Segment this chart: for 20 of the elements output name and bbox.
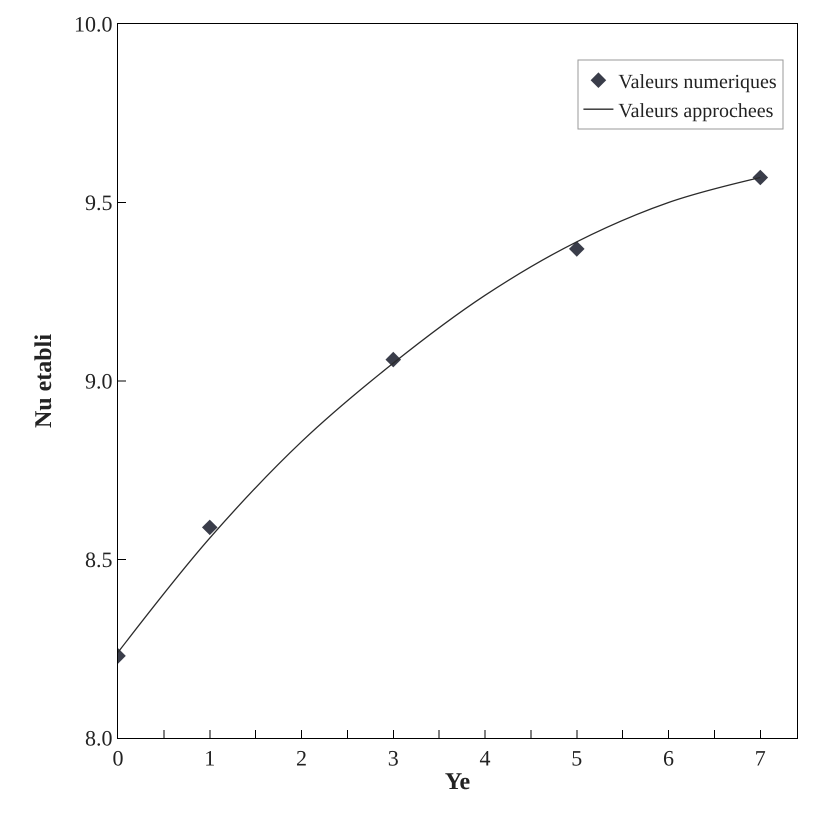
x-tick-label: 1: [204, 746, 216, 770]
y-tick-label: 8.0: [85, 726, 112, 751]
x-axis-title: Ye: [444, 768, 471, 795]
legend-label: Valeurs approchees: [618, 100, 774, 122]
y-tick-label: 10.0: [74, 12, 112, 37]
y-tick-label: 9.0: [85, 368, 112, 394]
x-tick-label: 4: [480, 746, 491, 770]
x-tick-label: 6: [663, 746, 674, 770]
y-tick-label: 9.5: [85, 190, 112, 216]
legend-label: Valeurs numeriques: [618, 71, 777, 93]
x-tick-label: 2: [296, 746, 308, 770]
x-tick-label: 0: [112, 746, 124, 770]
x-tick-label: 3: [388, 746, 399, 770]
x-tick-label: 7: [754, 746, 766, 770]
y-axis-title: Nu etabli: [31, 334, 58, 428]
x-tick-label: 5: [571, 746, 582, 770]
point: [568, 241, 585, 257]
point: [202, 520, 218, 536]
point: [752, 170, 768, 186]
y-tick-label: 8.5: [85, 547, 112, 572]
